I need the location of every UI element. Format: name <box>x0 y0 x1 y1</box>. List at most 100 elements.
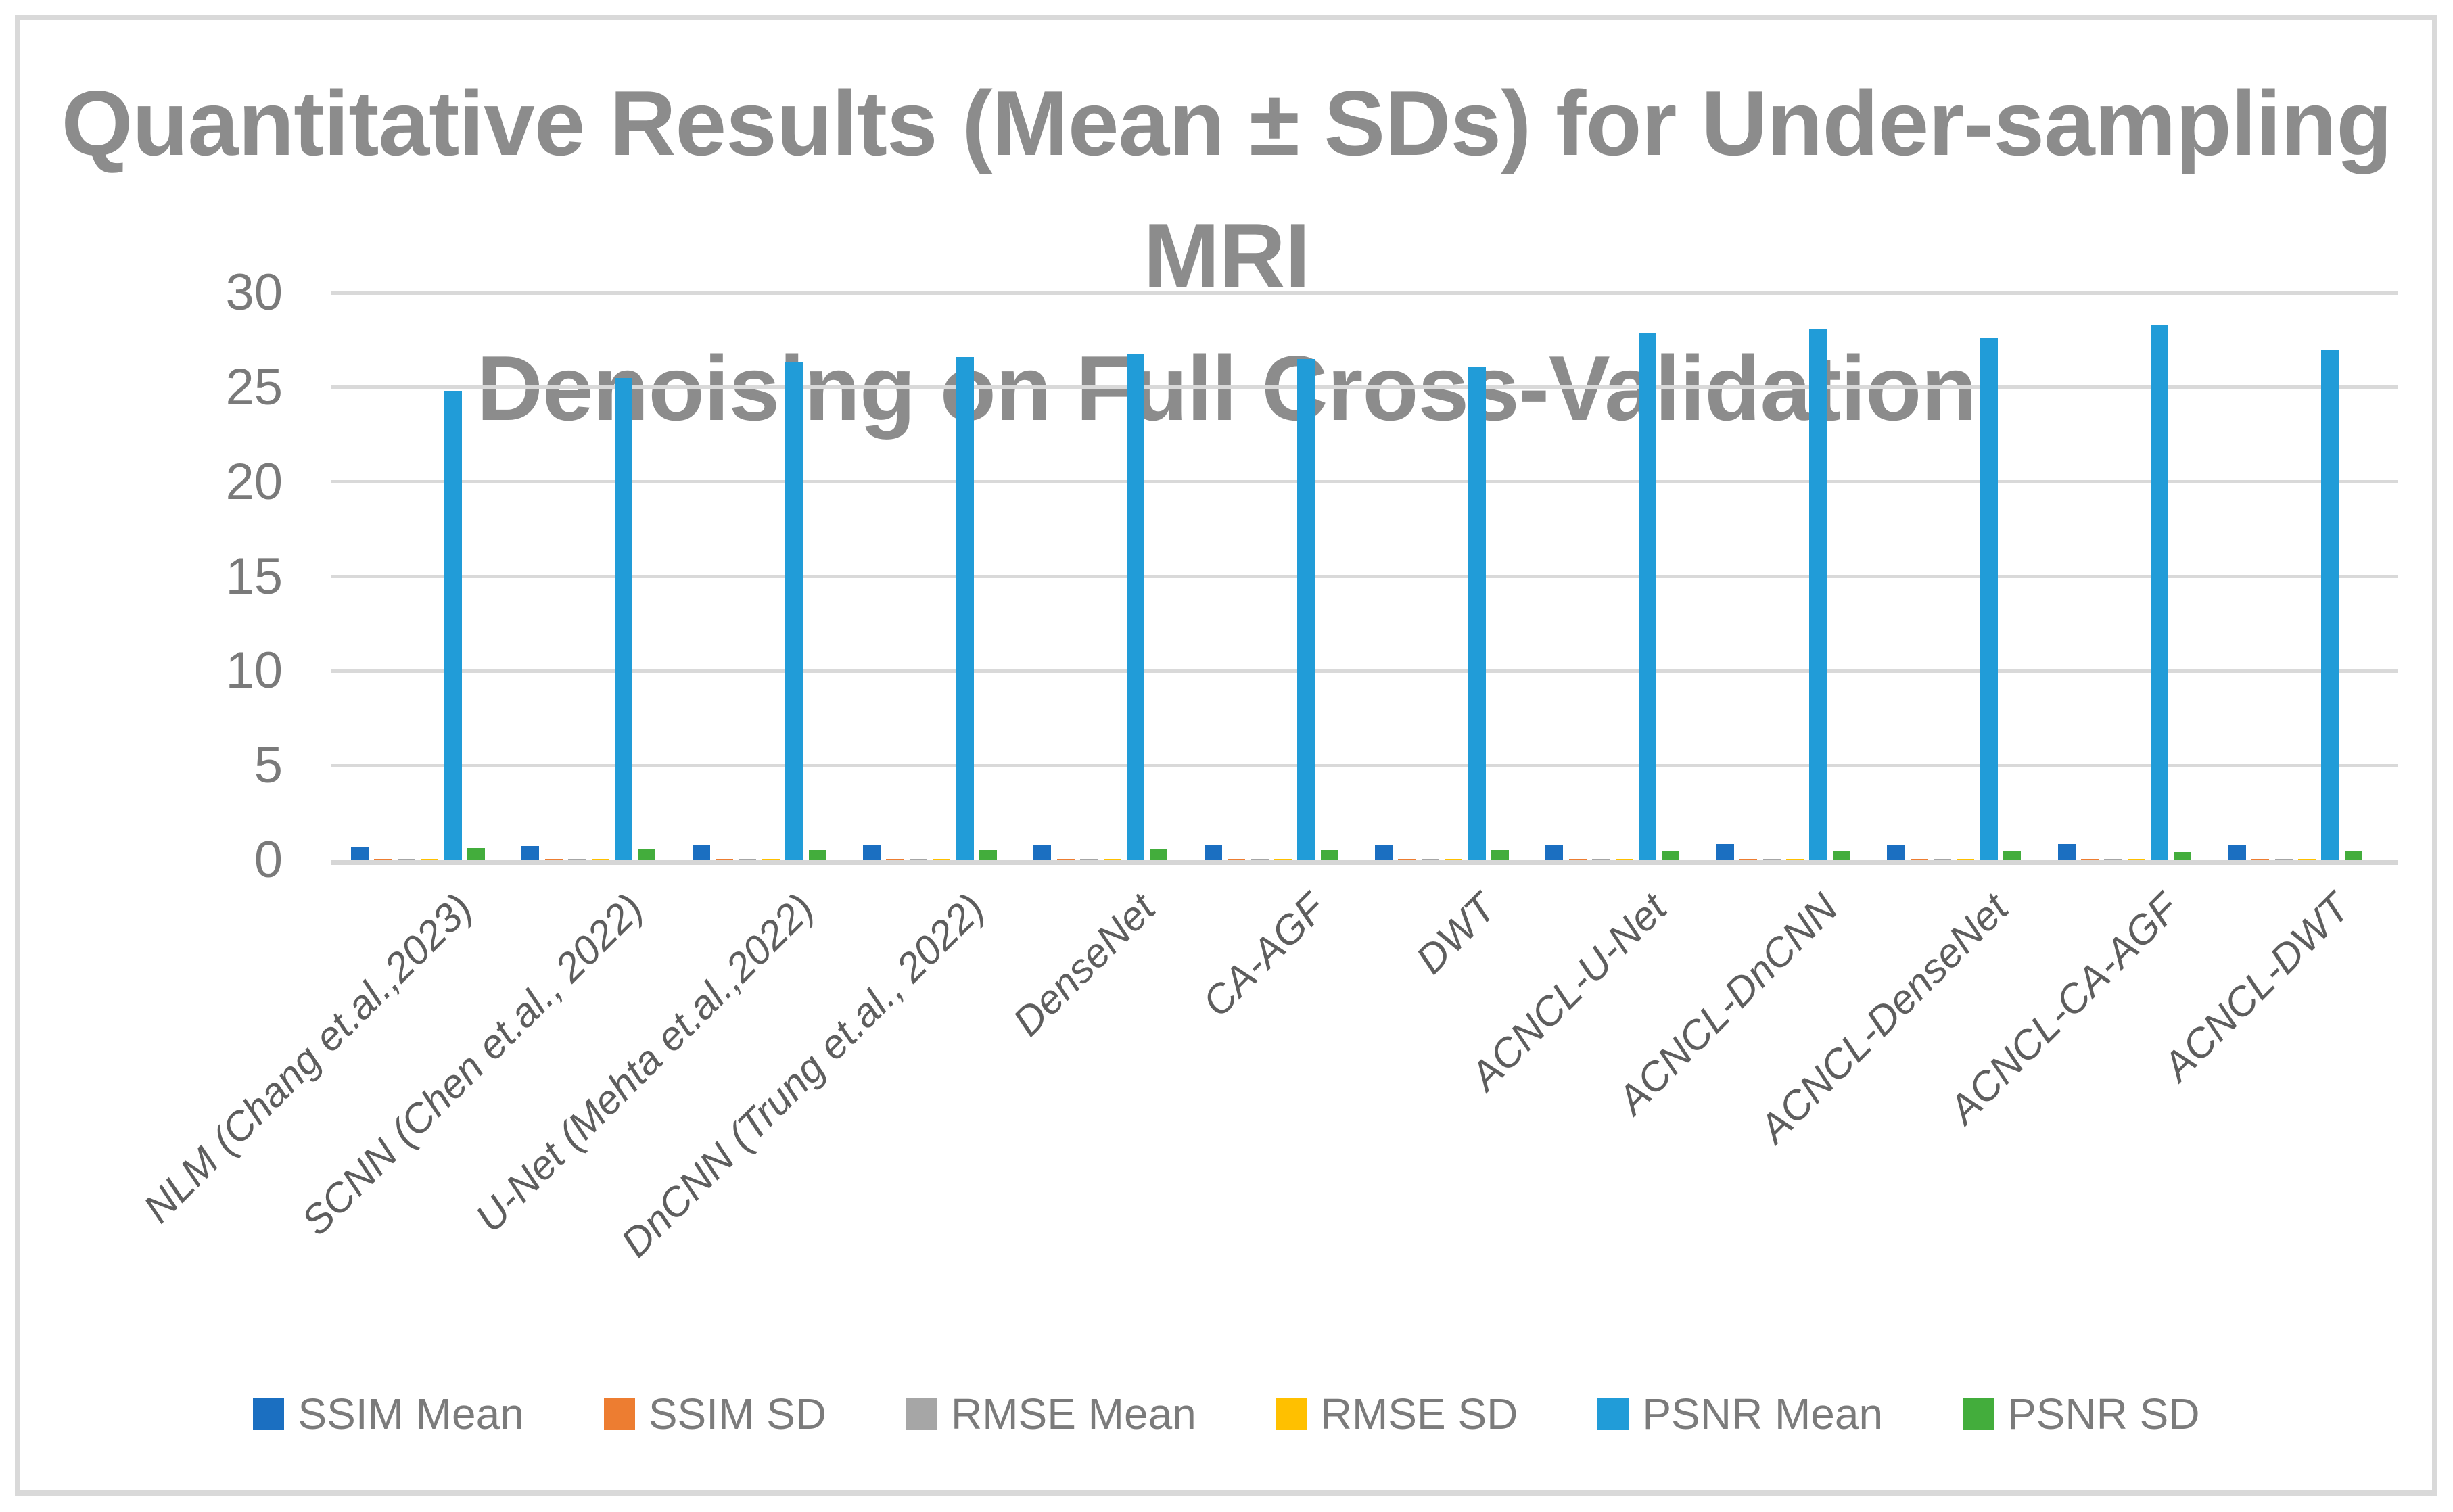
bar-group-1 <box>351 293 485 860</box>
bar-psnr-mean <box>1809 329 1827 860</box>
bar-psnr-mean <box>614 377 632 860</box>
plot-area <box>331 291 2398 865</box>
bar-ssim-sd <box>544 859 563 860</box>
bar-rmse-sd <box>1957 859 1975 860</box>
legend-label: PSNR Mean <box>1642 1390 1884 1438</box>
bar-psnr-mean <box>1126 353 1144 860</box>
bar-ssim-sd <box>716 859 734 860</box>
legend-item-psnr-sd: PSNR SD <box>1963 1389 2200 1439</box>
bar-psnr-mean <box>1468 367 1486 860</box>
bar-ssim-sd <box>1056 859 1075 860</box>
legend-item-ssim-sd: SSIM SD <box>603 1389 826 1439</box>
bar-rmse-mean <box>739 859 757 860</box>
bar-psnr-mean <box>444 391 462 860</box>
bar-psnr-mean <box>1639 332 1656 860</box>
bar-ssim-mean <box>521 846 540 860</box>
legend: SSIM Mean SSIM SD RMSE Mean RMSE SD PSNR Mea… <box>0 1389 2453 1439</box>
bar-rmse-mean <box>909 859 927 860</box>
legend-item-rmse-mean: RMSE Mean <box>906 1389 1196 1439</box>
bar-ssim-mean <box>692 845 710 860</box>
bar-ssim-sd <box>374 859 392 860</box>
bar-ssim-sd <box>1910 859 1928 860</box>
legend-label: PSNR SD <box>2007 1390 2200 1438</box>
gridline-y30 <box>331 291 2398 295</box>
bar-rmse-mean <box>1933 859 1951 860</box>
chart-title-line1: Quantitative Results (Mean ± SDs) for Un… <box>61 72 2393 307</box>
bar-group-11 <box>2057 293 2192 860</box>
gridline-y15 <box>331 575 2398 578</box>
bar-group-5 <box>1033 293 1168 860</box>
bar-ssim-sd <box>886 859 904 860</box>
y-tick-label-0: 0 <box>254 831 283 889</box>
legend-item-ssim-mean: SSIM Mean <box>253 1389 524 1439</box>
gridline-y20 <box>331 480 2398 484</box>
y-tick-label-10: 10 <box>225 642 283 700</box>
bar-rmse-sd <box>1274 859 1292 860</box>
legend-label: SSIM SD <box>648 1390 826 1438</box>
legend-label: RMSE Mean <box>950 1390 1196 1438</box>
bar-psnr-sd <box>1832 851 1850 860</box>
bar-ssim-mean <box>863 845 881 860</box>
bar-ssim-sd <box>1568 859 1587 860</box>
legend-label: RMSE SD <box>1320 1390 1518 1438</box>
y-tick-label-15: 15 <box>225 547 283 605</box>
bar-rmse-sd <box>2127 859 2145 860</box>
bar-rmse-mean <box>1421 859 1439 860</box>
bar-rmse-mean <box>1080 859 1098 860</box>
legend-item-psnr-mean: PSNR Mean <box>1597 1389 1883 1439</box>
y-tick-label-20: 20 <box>225 452 283 511</box>
bar-rmse-sd <box>933 859 951 860</box>
bar-rmse-mean <box>1762 859 1781 860</box>
bar-rmse-sd <box>1615 859 1633 860</box>
y-tick-label-25: 25 <box>225 358 283 416</box>
bar-psnr-sd <box>2344 851 2362 860</box>
chart-border <box>15 15 2437 1496</box>
gridline-y10 <box>331 669 2398 673</box>
bar-ssim-sd <box>2251 859 2270 860</box>
bar-ssim-mean <box>1375 845 1393 860</box>
bar-psnr-sd <box>1320 849 1338 860</box>
bar-psnr-mean <box>2321 349 2339 860</box>
gridline-y5 <box>331 763 2398 767</box>
legend-swatch-icon <box>253 1398 285 1430</box>
bar-psnr-sd <box>638 848 656 860</box>
bar-group-8 <box>1545 293 1680 860</box>
bar-psnr-sd <box>1491 850 1510 860</box>
bar-rmse-sd <box>1445 859 1463 860</box>
bar-ssim-mean <box>2057 843 2076 860</box>
bar-rmse-sd <box>1785 859 1804 860</box>
bar-rmse-mean <box>1251 859 1269 860</box>
bar-psnr-mean <box>1297 358 1315 860</box>
bar-ssim-sd <box>2080 859 2099 860</box>
bar-ssim-mean <box>2228 844 2246 860</box>
legend-label: SSIM Mean <box>298 1390 524 1438</box>
y-tick-label-5: 5 <box>254 736 283 795</box>
bar-rmse-mean <box>397 859 415 860</box>
bar-ssim-mean <box>1033 845 1052 860</box>
bar-ssim-sd <box>1398 859 1416 860</box>
gridline-y25 <box>331 385 2398 389</box>
bar-group-3 <box>692 293 826 860</box>
bar-group-6 <box>1204 293 1338 860</box>
bar-psnr-sd <box>979 849 997 860</box>
bar-ssim-mean <box>1204 845 1222 860</box>
legend-swatch-icon <box>603 1398 635 1430</box>
bar-psnr-sd <box>1662 851 1680 860</box>
bar-ssim-mean <box>1716 844 1734 860</box>
bar-psnr-sd <box>467 848 485 860</box>
bar-group-12 <box>2228 293 2362 860</box>
bar-psnr-mean <box>785 362 803 860</box>
bar-psnr-mean <box>1980 338 1998 860</box>
x-axis-line <box>331 860 2398 865</box>
bar-ssim-sd <box>1228 859 1246 860</box>
bar-group-9 <box>1716 293 1850 860</box>
legend-swatch-icon <box>1276 1398 1307 1430</box>
bar-group-7 <box>1375 293 1510 860</box>
bar-rmse-mean <box>2104 859 2122 860</box>
bar-group-2 <box>521 293 656 860</box>
bar-ssim-mean <box>351 846 369 860</box>
bar-group-10 <box>1887 293 2022 860</box>
bar-group-4 <box>863 293 997 860</box>
legend-swatch-icon <box>906 1398 937 1430</box>
